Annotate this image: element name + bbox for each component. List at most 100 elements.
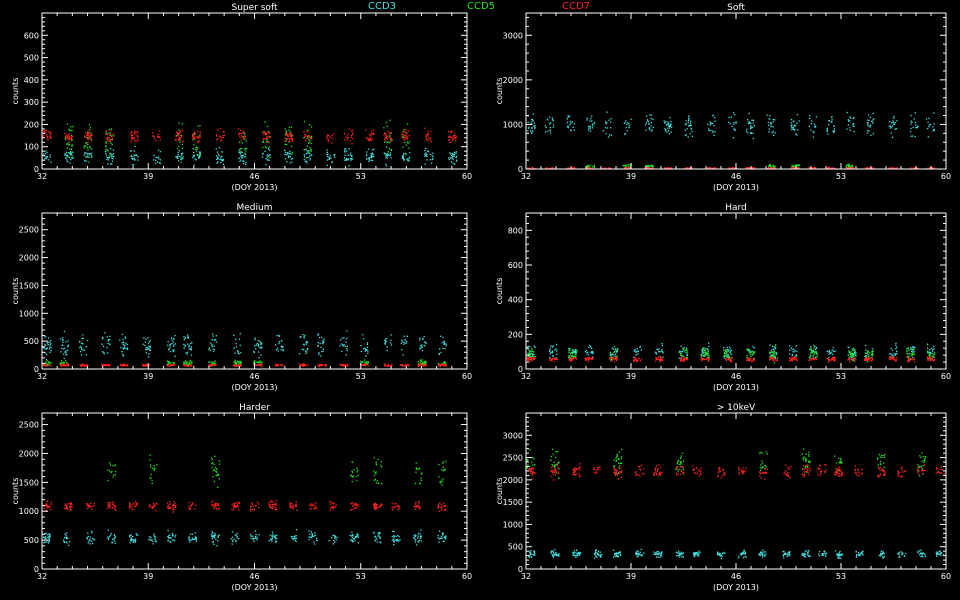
data-point [423,362,425,365]
data-point [310,142,312,145]
data-point [406,132,408,135]
data-point [71,157,73,159]
data-point [373,531,375,533]
data-point [735,122,737,124]
data-point [575,350,577,353]
data-point [686,347,688,349]
data-point [106,346,108,349]
data-point [288,141,290,143]
data-point [89,129,91,131]
data-point [235,361,237,364]
data-point [420,363,422,365]
data-point [231,536,234,538]
data-point [45,362,47,364]
data-point [870,359,872,361]
data-point [65,341,67,343]
data-point [189,539,191,541]
data-point [626,164,628,166]
data-point [111,541,113,543]
data-point [379,541,381,543]
data-point [687,120,690,122]
data-point [326,136,328,138]
data-point [911,359,914,361]
data-point [351,133,354,136]
data-point [89,153,91,155]
data-point [791,166,793,168]
data-point [889,358,891,360]
data-point [556,353,558,355]
data-point [345,136,347,139]
data-point [549,359,552,362]
data-point [702,354,704,356]
data-point [428,137,430,139]
data-point [347,365,349,367]
data-point [346,139,348,141]
data-point [245,150,247,152]
data-point [172,350,175,353]
data-point [241,154,243,157]
data-point [627,167,629,169]
data-point [71,155,73,157]
data-point [408,141,411,143]
data-point [454,163,456,165]
data-point [176,148,179,150]
data-point [831,353,833,355]
data-point [790,167,792,169]
data-point [633,356,635,359]
data-point [682,358,684,360]
data-point [310,148,312,150]
data-point [216,151,219,153]
data-point [933,348,935,350]
data-point [147,342,150,345]
data-point [547,130,549,132]
data-point [101,364,103,366]
data-point [82,364,84,366]
data-point [199,134,201,136]
data-point [613,357,615,359]
data-point [649,128,651,131]
data-point [424,344,426,347]
data-point [112,158,114,160]
data-point [772,165,774,167]
series-ccd7-points [42,127,458,145]
data-point [282,349,284,351]
data-point [566,118,568,120]
data-point [398,536,400,538]
data-point [932,349,934,351]
data-point [240,352,242,354]
data-point [254,337,256,339]
data-point [406,138,409,140]
data-point [66,159,68,161]
panel-title: Super soft [232,3,278,13]
data-point [567,127,569,129]
data-point [91,156,93,158]
data-point [831,359,833,361]
data-point [812,358,815,360]
data-point [217,153,219,155]
data-point [47,138,49,141]
data-point [112,149,115,151]
data-point [181,123,184,125]
data-point [616,359,618,362]
data-point [851,349,854,351]
data-point [314,535,316,537]
data-point [453,134,455,137]
data-point [212,362,214,365]
data-point [728,357,731,359]
data-point [932,130,934,132]
data-point [689,125,692,127]
data-point [195,536,197,538]
data-point [105,141,107,143]
data-point [794,350,796,352]
data-point [299,365,301,367]
data-point [317,345,319,347]
data-point [256,537,258,539]
data-point [183,364,185,366]
data-point [318,365,321,367]
data-point [688,118,690,120]
data-point [752,126,754,128]
data-point [831,119,833,121]
x-axis-label: (DOY 2013) [713,383,759,392]
data-point [712,114,714,116]
data-point [85,160,87,162]
